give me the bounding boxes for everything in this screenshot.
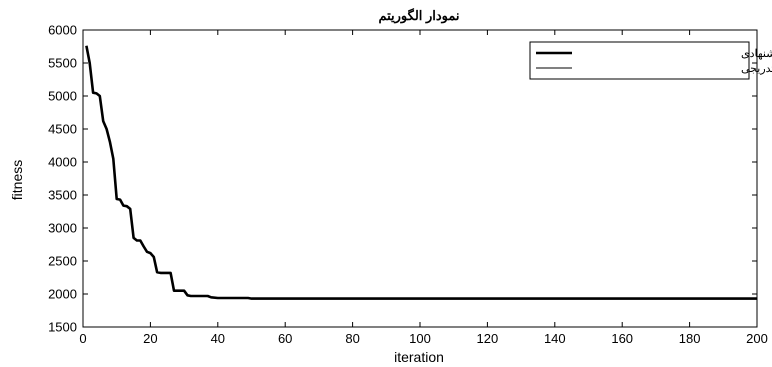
y-tick-label: 3500: [48, 188, 77, 203]
legend-label-1: الگوریتم ژنتیک پیشنهادی: [741, 47, 772, 60]
legend-label-2: الگوریتم انجماد تدریجی: [741, 62, 772, 75]
x-axis-label: iteration: [394, 349, 444, 365]
ticks-layer: 0 20 40 60 80 100 120 140 160 180 200 1500 2000 2500 3…: [48, 23, 768, 347]
legend: الگوریتم ژنتیک پیشنهادی الگوریتم انجماد ت…: [529, 41, 772, 80]
x-tick-label: 0: [79, 331, 86, 346]
x-tick-label: 140: [544, 331, 566, 346]
y-tick-label: 3000: [48, 221, 77, 236]
y-axis-label: fitness: [9, 160, 25, 200]
x-tick-label: 160: [611, 331, 633, 346]
y-tick-label: 4000: [48, 155, 77, 170]
x-tick-label: 80: [345, 331, 359, 346]
y-tick-label: 6000: [48, 23, 77, 38]
x-tick-label: 120: [477, 331, 499, 346]
y-tick-label: 5500: [48, 56, 77, 71]
legend-box: [529, 41, 750, 80]
y-tick-label: 2500: [48, 254, 77, 269]
y-tick-label: 5000: [48, 89, 77, 104]
x-tick-label: 60: [278, 331, 292, 346]
chart-title: نمودار الگوریتم: [378, 7, 459, 24]
y-tick-label: 2000: [48, 287, 77, 302]
x-tick-label: 200: [746, 331, 768, 346]
y-tick-label: 1500: [48, 320, 77, 335]
x-tick-label: 20: [143, 331, 157, 346]
series-line-1: [85, 45, 757, 300]
x-tick-label: 180: [679, 331, 701, 346]
series-layer: [85, 45, 757, 300]
x-tick-label: 100: [409, 331, 431, 346]
x-tick-label: 40: [211, 331, 225, 346]
y-tick-label: 4500: [48, 122, 77, 137]
